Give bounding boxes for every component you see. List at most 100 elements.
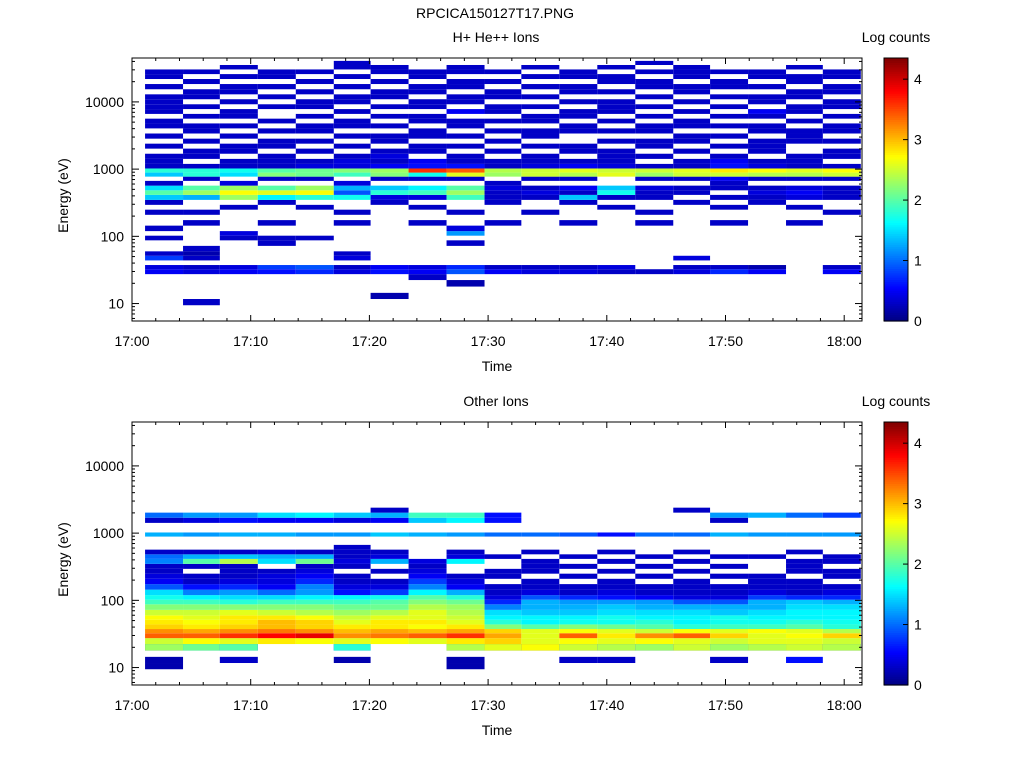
heatmap-cell	[635, 194, 674, 200]
heatmap-cell	[295, 599, 334, 605]
heatmap-cell	[219, 568, 258, 574]
heatmap-cell	[484, 589, 522, 596]
heatmap-cell	[446, 280, 485, 287]
heatmap-cell	[257, 84, 296, 90]
heatmap-cell	[408, 595, 447, 600]
heatmap-cell	[559, 589, 598, 596]
x-axis-label: Time	[482, 358, 513, 374]
heatmap-cell	[370, 629, 409, 634]
heatmap-cell	[370, 633, 409, 639]
heatmap-cell	[257, 168, 296, 173]
heatmap-cell	[333, 209, 371, 215]
heatmap-cell	[333, 94, 371, 100]
colorbar-swatch	[884, 66, 908, 70]
heatmap-cell	[559, 656, 598, 664]
heatmap-cell	[257, 532, 296, 537]
colorbar-swatch	[884, 625, 908, 629]
panel-title: H+ He++ Ions	[453, 29, 540, 45]
heatmap-cell	[219, 204, 258, 210]
colorbar-swatch	[884, 494, 908, 498]
heatmap-cell	[370, 185, 409, 191]
heatmap-cell	[183, 89, 220, 95]
heatmap-cell	[295, 163, 334, 169]
heatmap-cell	[635, 584, 674, 590]
colorbar-swatch	[884, 161, 908, 164]
colorbar-swatch	[884, 220, 908, 223]
heatmap-cell	[484, 644, 522, 651]
colorbar-swatch	[884, 487, 908, 491]
heatmap-cell	[370, 292, 409, 300]
heatmap-cell	[333, 180, 371, 186]
heatmap-cell	[748, 176, 787, 181]
x-tick-label: 17:50	[708, 697, 743, 713]
heatmap-cell	[183, 209, 220, 215]
colorbar-swatch	[884, 658, 908, 662]
heatmap-cell	[219, 604, 258, 610]
heatmap-cell	[145, 619, 184, 625]
heatmap-cell	[145, 74, 184, 80]
heatmap-cell	[408, 558, 447, 564]
heatmap-cell	[673, 148, 711, 154]
heatmap-cell	[559, 69, 598, 75]
heatmap-cell	[295, 563, 334, 569]
heatmap-cell	[408, 104, 447, 110]
heatmap-cell	[786, 599, 823, 605]
heatmap-cell	[333, 220, 371, 226]
heatmap-cell	[408, 615, 447, 620]
heatmap-cell	[219, 558, 258, 564]
colorbar-swatch	[884, 540, 908, 544]
heatmap-cell	[446, 549, 485, 555]
heatmap-cell	[559, 619, 598, 625]
colorbar-swatch	[884, 141, 908, 145]
heatmap-cell	[521, 595, 560, 600]
heatmap-cell	[257, 220, 296, 226]
heatmap-cell	[559, 185, 598, 191]
heatmap-cell	[219, 143, 258, 149]
colorbar-swatch	[884, 104, 908, 107]
heatmap-cell	[446, 532, 485, 537]
colorbar-swatch	[884, 474, 908, 478]
heatmap-cell	[183, 148, 220, 154]
colorbar-swatch	[884, 270, 908, 274]
heatmap-cell	[295, 638, 334, 645]
heatmap-cell	[748, 629, 787, 634]
heatmap-cell	[710, 644, 749, 651]
heatmap-cell	[521, 84, 560, 90]
heatmap-cell	[597, 128, 636, 134]
heatmap-cell	[521, 609, 560, 616]
heatmap-cell	[710, 163, 749, 169]
heatmap-cell	[748, 143, 787, 149]
heatmap-cell	[521, 633, 560, 639]
heatmap-cell	[484, 180, 522, 186]
heatmap-cell	[748, 633, 787, 639]
heatmap-cell	[822, 69, 861, 75]
colorbar-swatch	[884, 84, 908, 88]
colorbar-swatch	[884, 134, 908, 138]
colorbar-swatch	[884, 452, 908, 456]
colorbar-swatch	[884, 584, 908, 587]
heatmap-cell	[408, 163, 447, 169]
heatmap-cell	[710, 584, 749, 590]
heatmap-cell	[673, 265, 711, 270]
heatmap-cell	[219, 109, 258, 114]
heatmap-cell	[748, 138, 787, 144]
heatmap-cell	[219, 578, 258, 585]
colorbar-swatch	[884, 518, 908, 522]
heatmap-cell	[333, 554, 371, 559]
heatmap-cell	[748, 84, 787, 90]
heatmap-cell	[484, 269, 522, 275]
heatmap-cell	[710, 633, 749, 639]
heatmap-cell	[446, 69, 485, 75]
colorbar-tick-label: 3	[914, 496, 922, 512]
heatmap-cell	[257, 549, 296, 555]
colorbar-swatch	[884, 294, 908, 298]
colorbar-swatch	[884, 492, 908, 495]
heatmap-cell	[370, 172, 409, 177]
heatmap-cell	[295, 554, 334, 559]
heatmap-cell	[748, 604, 787, 610]
heatmap-cell	[370, 64, 409, 70]
heatmap-cell	[822, 573, 861, 579]
colorbar-swatch	[884, 579, 908, 583]
heatmap-cell	[295, 512, 334, 518]
heatmap-cell	[145, 118, 184, 124]
